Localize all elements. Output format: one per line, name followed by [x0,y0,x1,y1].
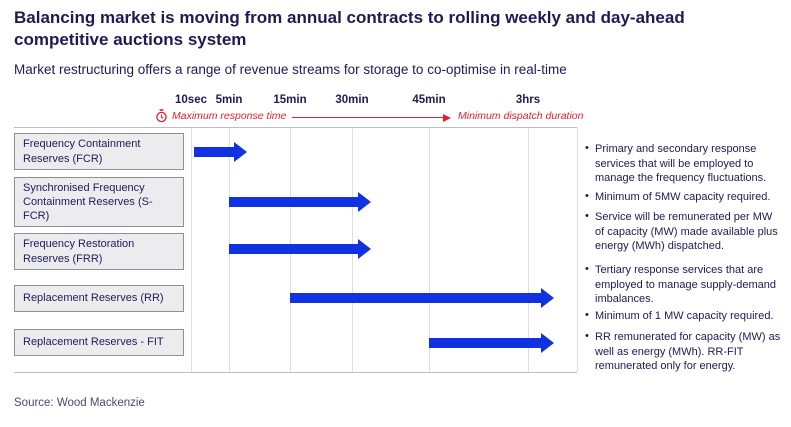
tick-30min: 30min [335,94,369,106]
note-item: Minimum of 1 MW capacity required. [582,308,784,324]
arrow-head [541,288,554,308]
note-item: Service will be remunerated per MW of ca… [582,209,784,254]
row-label-rr: Replacement Reserves (RR) [14,285,184,312]
arrow-shaft [429,338,542,348]
duration-arrow-frr [229,239,371,259]
min-dispatch-label: Minimum dispatch duration [458,110,584,122]
tick-10sec: 10sec [175,94,207,106]
row-label-rr-fit: Replacement Reserves - FIT [14,329,184,356]
tick-5min: 5min [215,94,243,106]
arrow-head [541,333,554,353]
row-label-text: Frequency Containment Reserves (FCR) [23,138,141,165]
arrow-head [358,239,371,259]
gridline-right-edge [577,128,578,372]
arrow-shaft [229,197,359,207]
arrow-shaft [229,244,359,254]
note-item: Primary and secondary response services … [582,141,784,186]
gridline-3hrs [528,128,529,372]
duration-arrow-fcr [194,142,247,162]
response-time-arrow [292,113,451,122]
row-label-fcr: Frequency Containment Reserves (FCR) [14,133,184,170]
duration-arrow-rr-fit [429,333,554,353]
chart-top-rule [14,127,577,128]
stopwatch-icon [155,109,168,128]
tick-45min: 45min [412,94,446,106]
source: Source: Wood Mackenzie [14,397,145,409]
page-subtitle: Market restructuring offers a range of r… [14,62,567,77]
arrow-shaft [194,147,235,157]
gridline-10sec [191,128,192,372]
row-label-text: Replacement Reserves (RR) [23,292,164,305]
page-title: Balancing market is moving from annual c… [14,8,685,49]
tick-15min: 15min [273,94,307,106]
duration-arrow-rr [290,288,554,308]
note-item: RR remunerated for capacity (MW) as well… [582,329,784,374]
note-item: Minimum of 5MW capacity required. [582,189,784,205]
row-label-sfcr: Synchronised Frequency Containment Reser… [14,177,184,227]
row-label-text: Synchronised Frequency Containment Reser… [23,181,153,223]
row-label-text: Frequency Restoration Reserves (FRR) [23,238,135,265]
row-label-text: Replacement Reserves - FIT [23,336,164,349]
chart-bottom-rule [14,372,577,373]
duration-arrow-sfcr [229,192,371,212]
tick-3hrs: 3hrs [515,94,541,106]
arrow-head [358,192,371,212]
gridline-45min [429,128,430,372]
arrow-shaft [290,293,542,303]
arrow-head [234,142,247,162]
max-response-label: Maximum response time [172,110,287,122]
note-item: Tertiary response services that are empl… [582,262,784,307]
row-label-frr: Frequency Restoration Reserves (FRR) [14,233,184,270]
